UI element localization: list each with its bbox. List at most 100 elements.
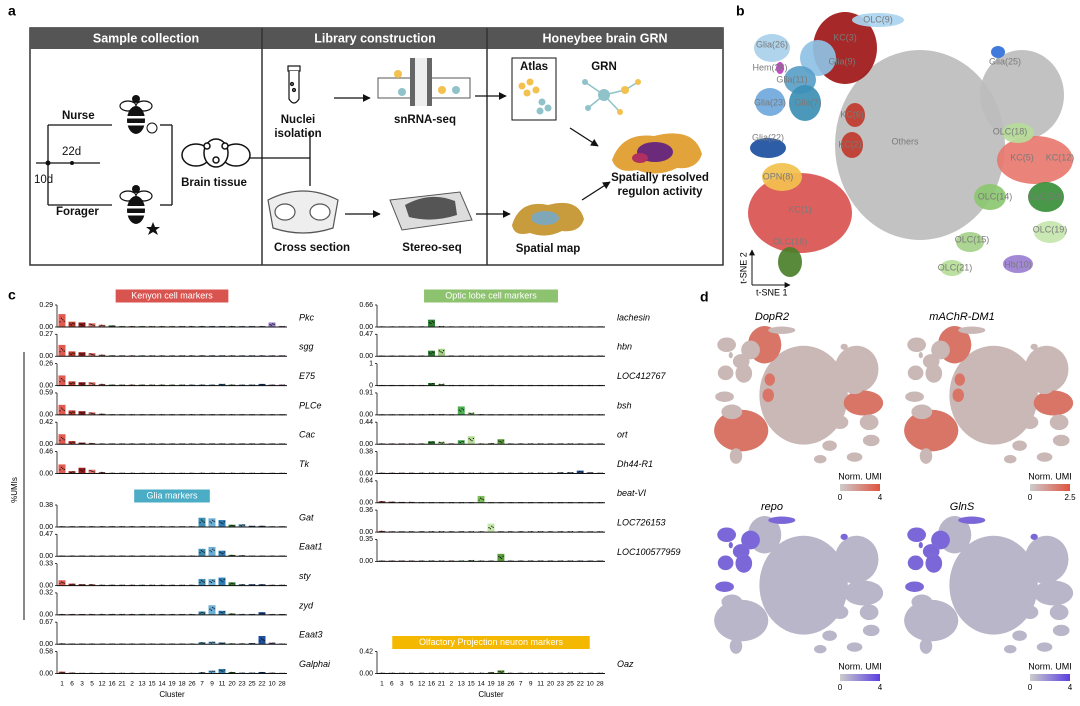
expression [1031,344,1038,350]
dot [61,581,62,582]
group-title: Optic lobe cell markers [445,290,537,300]
dot [62,379,63,380]
expression [908,366,924,381]
group-title: Kenyon cell markers [131,290,213,300]
x-tick-label: 1 [380,681,384,688]
dot [72,441,73,442]
dot [64,381,65,382]
dot [439,350,440,351]
dot [432,321,433,322]
bar [458,406,465,414]
dot [580,471,581,472]
expression [846,574,863,584]
x-tick-label: 2 [130,681,134,688]
dot [84,383,85,384]
dot [64,469,65,470]
expression [1004,455,1016,463]
gene-title: repo [761,501,783,513]
dot [500,671,501,672]
cluster-label: Glia(9) [828,56,855,66]
grn-label: GRN [591,61,617,73]
cluster-label: Glia(26) [756,39,788,49]
dot [201,642,202,643]
gene-label: zyd [298,600,314,610]
x-tick-label: 9 [210,681,214,688]
dot [222,581,223,582]
cluster-label: OLC(9) [863,14,893,24]
dot [430,442,431,443]
dot [442,442,443,443]
expression [1031,534,1038,540]
expression [863,625,880,636]
bar [209,547,216,556]
legend-title: Norm. UMI [838,661,882,671]
expression [920,448,932,464]
expression [721,595,742,610]
dot [71,413,72,414]
dot [214,671,215,672]
dot [61,672,62,673]
y-tick-label: 0.46 [39,448,53,455]
cluster-label: Others [891,136,919,146]
bar [79,322,86,327]
dot [62,672,63,673]
y-tick-label: 0.59 [39,390,53,397]
x-tick-label: 21 [438,681,446,688]
gene-label: Gat [299,512,314,522]
dot [219,384,220,385]
expression [814,645,826,653]
dot [59,583,60,584]
y-tick-label: 0.29 [39,302,53,309]
expression [730,638,742,654]
dot [92,383,93,384]
dot [201,550,202,551]
expression [919,352,923,358]
dot [498,671,499,672]
dot [224,521,225,522]
dot [483,499,484,500]
gene-label: LOC726153 [617,517,666,527]
dot [79,443,80,444]
dot [229,584,230,585]
dot [92,471,93,472]
dot [469,413,470,414]
dot [269,324,270,325]
dot [61,378,62,379]
bar [468,436,475,444]
dot [82,325,83,326]
dot [211,671,212,672]
dot [82,413,83,414]
dot [242,584,243,585]
dot [381,501,382,502]
x-tick-label: 18 [178,681,186,688]
gene-label: Oaz [617,659,634,669]
dot [254,584,255,585]
dot [199,522,200,523]
day-label: 22d [62,146,81,158]
dot [214,608,215,609]
expression [908,556,924,571]
dot [81,383,82,384]
gene-title: mAChR-DM1 [929,311,994,323]
y-tick-label: 0.00 [39,582,53,589]
y-tick-label: 0.00 [39,412,53,419]
dot [64,410,65,411]
dot [209,550,210,551]
expression [715,582,734,592]
expression [841,344,848,350]
dot [443,350,444,351]
dot [71,354,72,355]
dot [261,612,262,613]
expression [1037,452,1053,461]
dot [470,439,471,440]
dot [433,352,434,353]
dot [79,383,80,384]
dot [84,323,85,324]
gene-label: lachesin [617,312,650,322]
dot [212,607,213,608]
x-tick-label: 15 [148,681,156,688]
dot [461,408,462,409]
header: Library construction [314,31,436,45]
dot [211,522,212,523]
dot [71,383,72,384]
